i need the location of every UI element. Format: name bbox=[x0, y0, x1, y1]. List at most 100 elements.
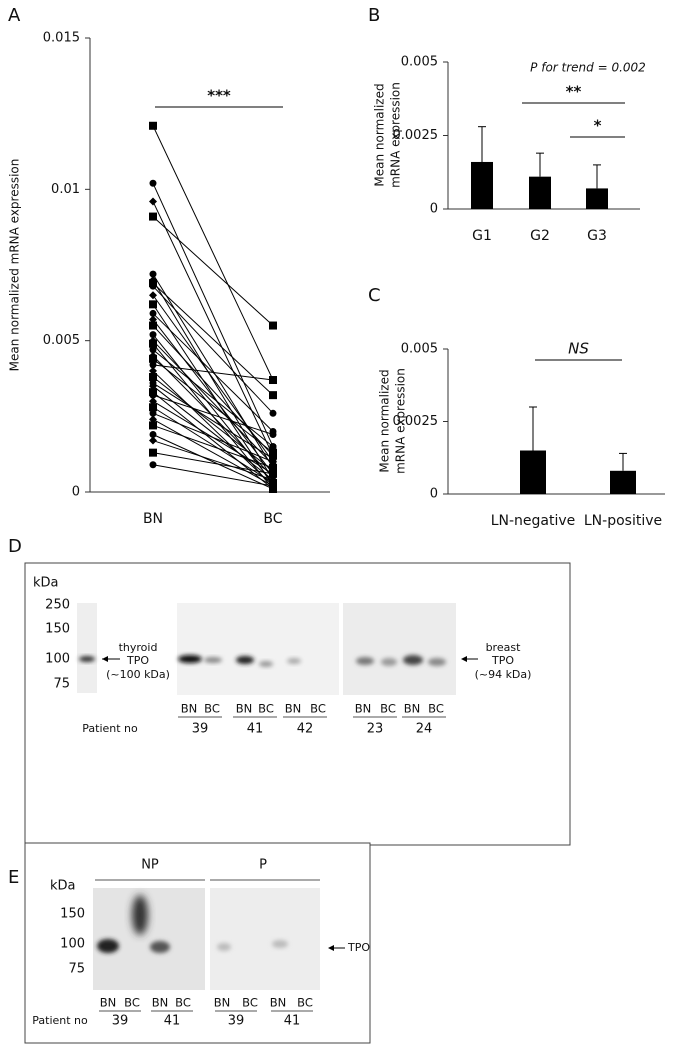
annotation: TPO bbox=[126, 654, 149, 667]
point bbox=[149, 315, 157, 324]
lane-labels: BN BC BN BC BN BC BN BC BN BC 39 41 42 23 24 bbox=[178, 702, 446, 737]
marker-label: 100 bbox=[60, 937, 85, 952]
arrow-head bbox=[461, 656, 467, 662]
pair-line bbox=[152, 440, 274, 481]
pair-line bbox=[152, 358, 274, 454]
blot-image bbox=[177, 603, 339, 695]
point bbox=[269, 321, 277, 330]
bar bbox=[471, 161, 493, 209]
point bbox=[269, 475, 277, 484]
band bbox=[356, 657, 374, 665]
point bbox=[149, 212, 157, 221]
pair-line bbox=[152, 216, 274, 326]
point bbox=[149, 354, 157, 363]
panel-label: C bbox=[368, 285, 381, 306]
patient-label: Patient no bbox=[82, 722, 138, 735]
panel-d: D kDa 250 150 100 75 thyroid TPO (~100 k… bbox=[8, 536, 571, 846]
band bbox=[287, 658, 301, 664]
patient-number: 41 bbox=[284, 1014, 301, 1029]
x-tick-label: G3 bbox=[587, 228, 607, 244]
pair-line bbox=[152, 282, 274, 396]
point bbox=[149, 391, 157, 399]
point bbox=[149, 331, 157, 339]
arrow-head bbox=[102, 656, 108, 662]
arrow-head bbox=[328, 945, 334, 951]
point bbox=[269, 463, 277, 472]
pair-line bbox=[152, 382, 274, 460]
band bbox=[403, 655, 423, 665]
band bbox=[79, 656, 95, 662]
y-tick-label: 0.0025 bbox=[393, 128, 439, 143]
point bbox=[269, 409, 277, 417]
annotation: breast bbox=[486, 641, 522, 654]
unit-label: kDa bbox=[50, 879, 76, 894]
patient-number: 41 bbox=[164, 1014, 181, 1029]
marker-label: 250 bbox=[45, 598, 70, 613]
annotation: thyroid bbox=[119, 641, 158, 654]
pair-line bbox=[152, 418, 274, 487]
bar bbox=[520, 450, 546, 494]
lane-label: BN bbox=[236, 702, 253, 716]
point bbox=[149, 339, 157, 348]
patient-number: 24 bbox=[416, 722, 433, 737]
significance-label: * bbox=[594, 117, 602, 135]
y-tick-label: 0.005 bbox=[401, 342, 438, 357]
lane-label: BN bbox=[100, 996, 117, 1010]
bar bbox=[529, 176, 551, 209]
unit-label: kDa bbox=[33, 576, 59, 591]
patient-number: 23 bbox=[367, 722, 384, 737]
x-tick-label: BN bbox=[143, 511, 163, 527]
x-tick-label: G1 bbox=[472, 228, 492, 244]
y-axis-label: Mean normalized bbox=[373, 83, 387, 186]
marker-label: 75 bbox=[68, 962, 85, 977]
band bbox=[97, 939, 119, 953]
point bbox=[149, 121, 157, 130]
point bbox=[149, 403, 157, 412]
patient-number: 42 bbox=[297, 722, 314, 737]
pair-line bbox=[152, 424, 274, 469]
y-tick-label: 0 bbox=[430, 202, 438, 217]
band bbox=[236, 656, 254, 664]
band bbox=[217, 943, 231, 951]
y-tick-label: 0.0025 bbox=[393, 414, 439, 429]
group-label: NP bbox=[141, 858, 159, 873]
patient-number: 39 bbox=[192, 722, 209, 737]
point bbox=[149, 300, 157, 309]
panel-label: A bbox=[8, 5, 21, 26]
point bbox=[269, 430, 277, 438]
charts: A 0 0.005 0.01 0.015 Mean normalized mRNA exp… bbox=[8, 5, 665, 529]
lane-label: BN bbox=[404, 702, 421, 716]
blot-image bbox=[210, 888, 320, 990]
bar bbox=[610, 470, 636, 494]
band bbox=[259, 661, 273, 667]
blot-image bbox=[343, 603, 456, 695]
point bbox=[149, 321, 157, 330]
point bbox=[269, 482, 277, 490]
y-tick-label: 0.015 bbox=[43, 31, 80, 46]
x-tick-label: LN-negative bbox=[491, 513, 576, 529]
lane-label: BN bbox=[181, 702, 198, 716]
pair-line bbox=[152, 349, 274, 447]
blot-image bbox=[77, 603, 97, 693]
panel-label: E bbox=[8, 867, 19, 888]
y-axis-label: Mean normalized bbox=[378, 369, 392, 472]
lane-labels: BN BC BN BC BN BC BN BC 39 41 39 41 bbox=[99, 996, 313, 1029]
pair-line bbox=[152, 285, 274, 414]
band bbox=[132, 895, 148, 935]
point bbox=[269, 376, 277, 384]
x-tick-label: G2 bbox=[530, 228, 550, 244]
significance-label: NS bbox=[568, 340, 589, 358]
point bbox=[149, 179, 157, 187]
point bbox=[269, 448, 277, 457]
lane-label: BC bbox=[297, 996, 313, 1010]
y-axis-label: mRNA expression bbox=[394, 368, 408, 474]
patient-number: 41 bbox=[247, 722, 264, 737]
pair-line bbox=[152, 325, 274, 457]
point bbox=[269, 469, 277, 478]
pair-line bbox=[152, 376, 274, 472]
panel-label: D bbox=[8, 536, 22, 557]
point bbox=[149, 436, 157, 445]
point bbox=[149, 361, 157, 369]
point bbox=[269, 443, 277, 451]
